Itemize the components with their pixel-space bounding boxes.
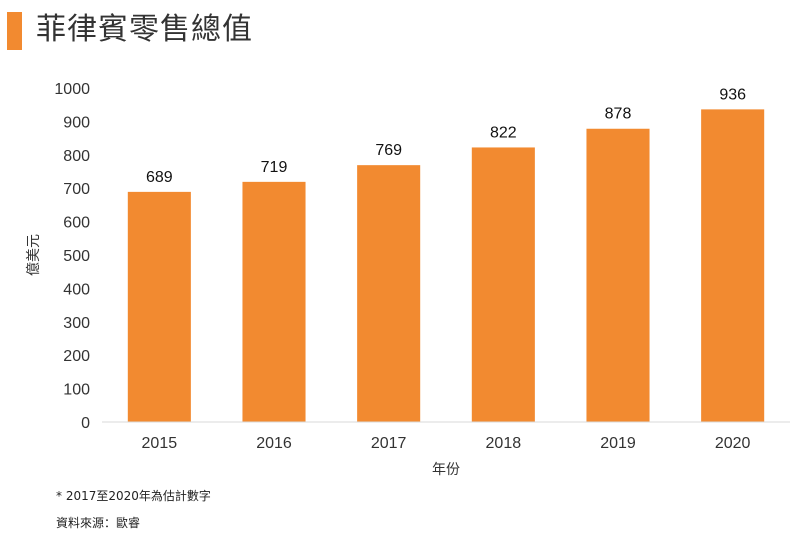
y-tick-label: 200	[63, 348, 90, 365]
bars	[127, 109, 765, 423]
title-accent-bar	[7, 12, 22, 50]
data-label: 936	[719, 86, 746, 103]
bar-2017	[357, 165, 421, 423]
y-tick-label: 1000	[54, 81, 90, 98]
estimate-footnote: * 2017至2020年為估計數字	[56, 489, 211, 503]
y-tick-label: 700	[63, 181, 90, 198]
x-axis-label: 年份	[432, 462, 460, 478]
source-footnote: 資料來源：歐睿	[56, 516, 141, 530]
bar-2016	[242, 181, 306, 422]
data-label: 719	[261, 159, 288, 176]
x-tick-label: 2017	[371, 435, 407, 452]
y-tick-label: 100	[63, 382, 90, 399]
page-title: 菲律賓零售總值	[36, 12, 253, 47]
data-labels: 689 719 769 822 878 936	[146, 86, 746, 185]
data-label: 822	[490, 124, 517, 141]
y-tick-label: 600	[63, 215, 90, 232]
y-axis-ticks: 0 100 200 300 400 500 600 700 800 900 1000	[54, 81, 90, 432]
x-tick-label: 2015	[142, 435, 178, 452]
y-axis-label: 億美元	[26, 234, 42, 276]
y-tick-label: 500	[63, 248, 90, 265]
x-tick-label: 2018	[486, 435, 522, 452]
x-tick-label: 2016	[256, 435, 292, 452]
y-tick-label: 300	[63, 315, 90, 332]
bar-2019	[586, 128, 650, 423]
x-tick-label: 2019	[600, 435, 636, 452]
x-axis-ticks: 2015 2016 2017 2018 2019 2020	[142, 435, 751, 452]
y-tick-label: 400	[63, 281, 90, 298]
y-tick-label: 900	[63, 114, 90, 131]
x-tick-label: 2020	[715, 435, 751, 452]
data-label: 689	[146, 169, 173, 186]
data-label: 769	[375, 142, 402, 159]
y-tick-label: 0	[81, 415, 90, 432]
y-tick-label: 800	[63, 148, 90, 165]
bar-2018	[471, 147, 535, 422]
data-label: 878	[605, 106, 632, 123]
bar-2015	[127, 191, 191, 422]
bar-2020	[701, 109, 765, 422]
